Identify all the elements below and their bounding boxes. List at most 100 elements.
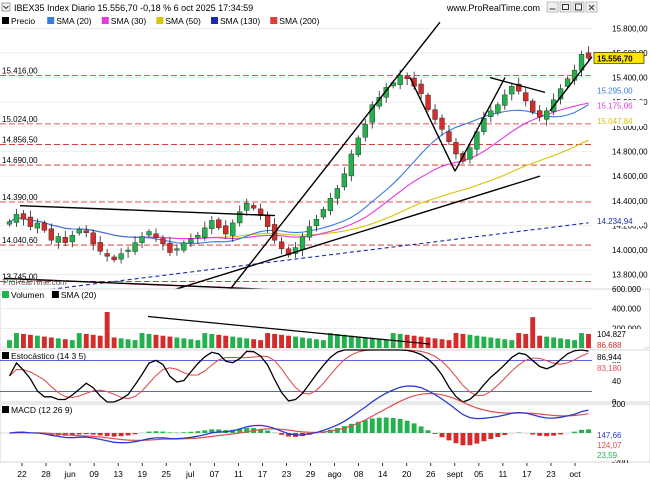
candle-body	[69, 235, 75, 243]
macd-histogram-bar	[69, 433, 75, 436]
y-tick-label: 14.800,00	[612, 148, 648, 157]
legend-swatch	[211, 17, 218, 24]
macd-histogram-bar	[544, 433, 550, 437]
macd-histogram-bar	[418, 426, 424, 433]
macd-histogram-bar	[488, 433, 494, 439]
price-level-label: 14.040,60	[2, 236, 38, 245]
candle-body	[202, 227, 208, 238]
candle-body	[278, 241, 285, 250]
macd-histogram-bar	[411, 423, 417, 433]
volume-bar	[348, 335, 354, 348]
stoch-d-line	[9, 349, 589, 400]
macd-histogram-bar	[390, 418, 396, 433]
volume-bar	[55, 338, 61, 348]
legend-swatch	[270, 17, 278, 24]
value-label: 124,07	[597, 441, 622, 450]
minimize-icon[interactable]	[546, 1, 559, 13]
value-box	[594, 329, 644, 339]
trend-line	[174, 175, 541, 291]
sma-value-label: 14.234,94	[597, 217, 633, 226]
macd-line	[9, 385, 589, 444]
value-label: 83,180	[597, 364, 622, 373]
legend-entry: SMA (130)	[220, 16, 260, 26]
x-tick-label: 08	[354, 469, 364, 479]
macd-histogram-bar	[404, 420, 410, 433]
trend-line	[454, 77, 506, 172]
x-tick-label: 19	[137, 469, 147, 479]
candle-body	[223, 225, 229, 235]
trend-line	[3, 277, 271, 291]
macd-histogram-bar	[160, 431, 166, 433]
brand-label[interactable]: www.ProRealTime.com	[446, 3, 540, 13]
volume-bar	[432, 338, 438, 348]
macd-histogram-bar	[446, 433, 452, 441]
volume-bar	[481, 336, 487, 348]
candle-body	[306, 226, 313, 238]
macd-histogram-bar	[97, 433, 103, 436]
sma-value-label: 15.047,84	[597, 117, 633, 126]
volume-bar	[41, 336, 47, 348]
sma-value-box	[594, 216, 644, 227]
candle-body	[285, 248, 292, 256]
volume-bar	[425, 337, 431, 348]
volume-bar	[181, 338, 187, 348]
macd-histogram-bar	[551, 433, 557, 436]
volume-bar	[355, 336, 361, 348]
candle-body	[509, 86, 515, 95]
y-tick-label: 14.400,00	[612, 197, 648, 206]
macd-histogram-bar	[355, 421, 361, 433]
y-tick-label: 13.800,00	[612, 271, 648, 280]
volume-bar	[34, 335, 40, 348]
x-tick-label: 07	[210, 469, 220, 479]
macd-histogram-bar	[530, 433, 536, 435]
macd-histogram-bar	[202, 430, 208, 433]
maximize-icon[interactable]	[572, 1, 585, 13]
y-tick-label: 14.000,00	[612, 246, 648, 255]
macd-histogram-bar	[432, 433, 438, 434]
x-tick-label: ago	[327, 469, 341, 479]
candle-body	[27, 216, 34, 227]
dropdown-icon[interactable]	[1, 2, 11, 12]
macd-histogram-bar	[195, 431, 201, 433]
volume-bar	[223, 335, 229, 348]
x-tick-label: 23	[282, 469, 292, 479]
price-level-label: 14.856,50	[2, 136, 38, 145]
macd-histogram-bar	[279, 433, 285, 435]
volume-bar	[369, 338, 375, 348]
x-tick-label: 23	[546, 469, 556, 479]
candle-body	[355, 137, 361, 155]
sma130-line	[9, 222, 589, 295]
trend-line	[409, 77, 456, 172]
x-tick-label: 26	[426, 469, 436, 479]
candle-body	[111, 256, 117, 261]
volume-bar	[27, 334, 33, 348]
volume-bar	[216, 334, 222, 348]
sma-value-label: 15.175,06	[597, 101, 633, 110]
value-box	[594, 352, 644, 362]
macd-histogram-bar	[265, 430, 271, 433]
volume-bar	[279, 334, 285, 348]
value-box	[594, 450, 644, 460]
x-axis: 22 28 jun 09 13 19 25 jul 07 11 17 23 29 ago 08 14 20 26 s…	[0, 463, 650, 483]
candle-body	[495, 104, 501, 114]
restore-icon[interactable]	[559, 1, 572, 13]
signal-line	[9, 392, 589, 441]
price-panel[interactable]: 13.800,0014.000,0014.200,0014.400,0014.6…	[0, 16, 650, 295]
volume-bar	[300, 337, 305, 348]
volume-bar	[334, 333, 340, 348]
x-tick-label: 22	[17, 469, 27, 479]
x-axis-bg	[0, 463, 650, 483]
candle-body	[209, 220, 215, 229]
macd-histogram-bar	[104, 433, 110, 437]
candle-body	[383, 87, 389, 98]
close-icon[interactable]	[585, 1, 598, 13]
candle-body	[523, 92, 529, 102]
candle-body	[167, 242, 173, 253]
macd-histogram-bar	[453, 433, 459, 444]
volume-bar	[467, 334, 473, 348]
volume-bar	[167, 336, 173, 348]
